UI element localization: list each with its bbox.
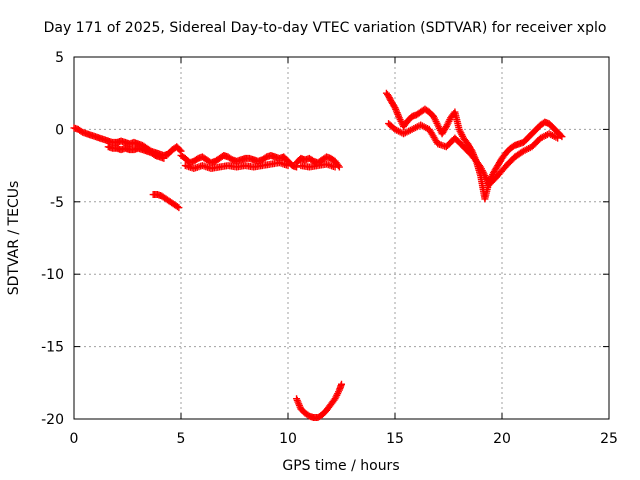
data-point-marker xyxy=(284,162,292,170)
series-arc-6-lower xyxy=(385,120,562,188)
data-point-marker xyxy=(338,380,345,388)
y-tick-label: 5 xyxy=(55,50,64,66)
axis-ticks: 0 5 10 15 20 25 -20 -15 -10 -5 0 5 xyxy=(41,50,618,447)
grid-lines xyxy=(74,57,609,419)
plot-frame xyxy=(73,56,610,420)
series-arc-1-lower xyxy=(104,143,168,162)
data-point-marker xyxy=(390,102,398,110)
series-arc-5 xyxy=(293,380,345,422)
y-tick-label: -15 xyxy=(41,340,64,356)
y-tick-label: -10 xyxy=(41,267,64,283)
x-tick-label: 15 xyxy=(386,431,404,447)
series-arc-2 xyxy=(149,191,183,212)
series-arc-3 xyxy=(177,151,301,171)
x-tick-label: 0 xyxy=(70,431,79,447)
x-tick-label: 20 xyxy=(493,431,511,447)
chart-title: Day 171 of 2025, Sidereal Day-to-day VTE… xyxy=(44,20,607,36)
data-point-marker xyxy=(331,163,339,171)
series-arc-6 xyxy=(382,89,566,203)
y-tick-label: -5 xyxy=(50,195,64,211)
series-arc-4-lower xyxy=(297,160,339,171)
data-point-marker xyxy=(334,162,342,170)
y-axis-label: SDTVAR / TECUs xyxy=(6,181,22,296)
x-tick-label: 5 xyxy=(177,431,186,447)
x-tick-label: 10 xyxy=(279,431,297,447)
x-tick-label: 25 xyxy=(600,431,618,447)
series-arc-4 xyxy=(293,153,343,171)
y-tick-label: -20 xyxy=(41,412,64,428)
data-point-marker xyxy=(173,203,181,211)
y-tick-label: 0 xyxy=(55,122,64,138)
data-point-marker xyxy=(176,146,184,154)
data-points xyxy=(70,89,566,422)
data-point-marker xyxy=(554,134,562,142)
data-point-marker xyxy=(175,204,183,212)
x-axis-label: GPS time / hours xyxy=(282,458,399,474)
data-point-marker xyxy=(160,154,168,162)
data-point-marker xyxy=(558,133,566,141)
series-arc-3-lower xyxy=(181,159,292,172)
series-arc-1 xyxy=(70,124,185,159)
